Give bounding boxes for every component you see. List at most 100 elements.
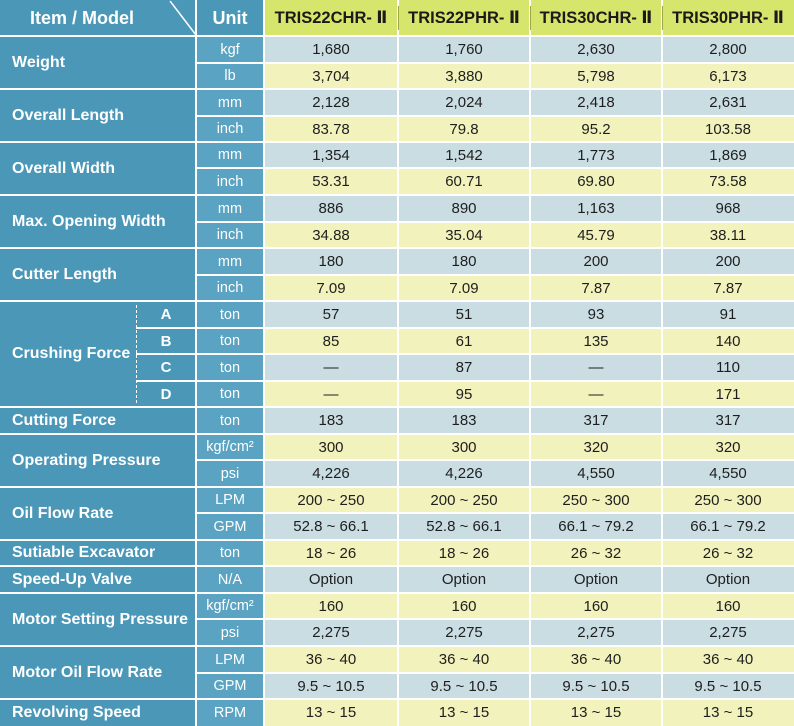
value-cell: 200: [662, 248, 794, 275]
value-cell: 13 ~ 15: [264, 699, 398, 726]
item-label: Crushing Force: [0, 301, 136, 407]
value-cell: 91: [662, 301, 794, 328]
item-label: Overall Width: [0, 142, 196, 195]
row-divider: [136, 353, 794, 355]
value-cell: 317: [530, 407, 662, 434]
value-cell: 4,550: [662, 460, 794, 487]
item-label: Cutter Length: [0, 248, 196, 301]
value-cell: 7.09: [398, 275, 530, 301]
header-unit: Unit: [196, 0, 264, 36]
row-divider: [196, 167, 794, 169]
header-model-divider: [662, 6, 663, 30]
value-cell: 968: [662, 195, 794, 222]
value-cell: 250 ~ 300: [662, 487, 794, 513]
row-divider: [196, 62, 794, 64]
value-cell: 183: [264, 407, 398, 434]
value-cell: 320: [530, 434, 662, 460]
unit-cell: ton: [196, 381, 264, 407]
value-cell: 1,163: [530, 195, 662, 222]
row-divider: [196, 672, 794, 674]
value-cell: 3,880: [398, 63, 530, 89]
value-cell: 160: [398, 593, 530, 619]
value-cell: 13 ~ 15: [530, 699, 662, 726]
value-cell: —: [264, 381, 398, 407]
value-cell: 18 ~ 26: [264, 540, 398, 566]
value-cell: 4,550: [530, 460, 662, 487]
column-divider: [661, 0, 663, 726]
item-label: Motor Setting Pressure: [0, 593, 196, 646]
value-cell: —: [264, 354, 398, 381]
value-cell: 160: [264, 593, 398, 619]
item-label: Speed-Up Valve: [0, 566, 196, 593]
item-label: Motor Oil Flow Rate: [0, 646, 196, 699]
value-cell: 60.71: [398, 168, 530, 195]
item-label: Operating Pressure: [0, 434, 196, 487]
unit-cell: ton: [196, 328, 264, 354]
item-label: Sutiable Excavator: [0, 540, 196, 566]
item-label: Max. Opening Width: [0, 195, 196, 248]
value-cell: 200 ~ 250: [264, 487, 398, 513]
header-model-divider: [398, 6, 399, 30]
value-cell: 171: [662, 381, 794, 407]
value-cell: 1,680: [264, 36, 398, 63]
value-cell: 66.1 ~ 79.2: [662, 513, 794, 540]
row-divider: [136, 380, 794, 382]
header-model: TRIS30CHR- Ⅱ: [530, 0, 662, 36]
value-cell: 1,869: [662, 142, 794, 168]
unit-cell: N/A: [196, 566, 264, 593]
value-cell: 180: [264, 248, 398, 275]
header-model: TRIS22PHR- Ⅱ: [398, 0, 530, 36]
unit-cell: RPM: [196, 699, 264, 726]
unit-cell: kgf/cm²: [196, 434, 264, 460]
unit-cell: LPM: [196, 646, 264, 673]
value-cell: 200: [530, 248, 662, 275]
value-cell: 160: [530, 593, 662, 619]
value-cell: 79.8: [398, 116, 530, 142]
unit-cell: kgf: [196, 36, 264, 63]
value-cell: 9.5 ~ 10.5: [398, 673, 530, 699]
value-cell: 9.5 ~ 10.5: [530, 673, 662, 699]
unit-cell: mm: [196, 89, 264, 116]
value-cell: 5,798: [530, 63, 662, 89]
value-cell: 886: [264, 195, 398, 222]
value-cell: 61: [398, 328, 530, 354]
value-cell: 69.80: [530, 168, 662, 195]
value-cell: Option: [530, 566, 662, 593]
value-cell: 73.58: [662, 168, 794, 195]
value-cell: 9.5 ~ 10.5: [264, 673, 398, 699]
value-cell: 1,354: [264, 142, 398, 168]
unit-cell: ton: [196, 354, 264, 381]
value-cell: 4,226: [398, 460, 530, 487]
value-cell: 7.09: [264, 275, 398, 301]
value-cell: 1,773: [530, 142, 662, 168]
value-cell: 52.8 ~ 66.1: [398, 513, 530, 540]
value-cell: 2,275: [662, 619, 794, 646]
value-cell: 1,760: [398, 36, 530, 63]
value-cell: 2,128: [264, 89, 398, 116]
value-cell: 36 ~ 40: [530, 646, 662, 673]
header-model-divider: [530, 6, 531, 30]
value-cell: 95: [398, 381, 530, 407]
unit-cell: kgf/cm²: [196, 593, 264, 619]
row-divider: [196, 221, 794, 223]
value-cell: 13 ~ 15: [398, 699, 530, 726]
value-cell: 38.11: [662, 222, 794, 248]
value-cell: 36 ~ 40: [398, 646, 530, 673]
unit-cell: LPM: [196, 487, 264, 513]
value-cell: 320: [662, 434, 794, 460]
value-cell: 183: [398, 407, 530, 434]
value-cell: 300: [398, 434, 530, 460]
row-divider: [196, 459, 794, 461]
header-model: TRIS30PHR- Ⅱ: [662, 0, 794, 36]
value-cell: 250 ~ 300: [530, 487, 662, 513]
sub-label: A: [136, 301, 196, 328]
unit-cell: ton: [196, 301, 264, 328]
value-cell: 2,418: [530, 89, 662, 116]
value-cell: 300: [264, 434, 398, 460]
value-cell: —: [530, 354, 662, 381]
value-cell: 87: [398, 354, 530, 381]
unit-cell: GPM: [196, 673, 264, 699]
unit-cell: mm: [196, 248, 264, 275]
value-cell: 2,275: [264, 619, 398, 646]
value-cell: Option: [662, 566, 794, 593]
